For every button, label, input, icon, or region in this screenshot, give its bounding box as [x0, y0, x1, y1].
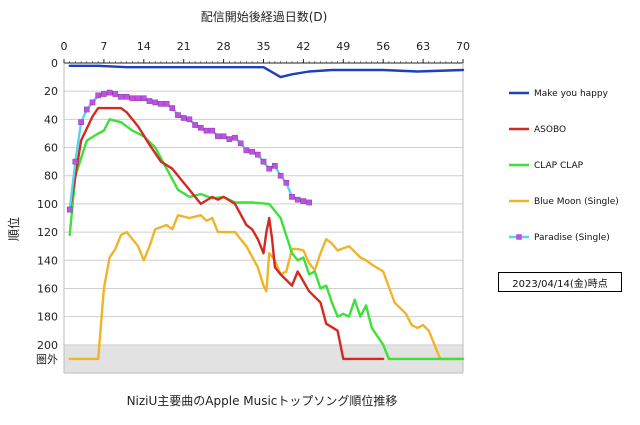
series-marker-4 — [123, 94, 130, 100]
series-marker-4 — [175, 112, 181, 118]
x-tick-label: 0 — [61, 40, 68, 53]
series-marker-4 — [72, 158, 79, 165]
series-marker-4 — [289, 194, 295, 200]
series-marker-4 — [249, 148, 255, 155]
series-marker-4 — [300, 198, 307, 204]
series-marker-4 — [135, 95, 141, 102]
chart-title: NiziU主要曲のApple Musicトップソング順位推移 — [127, 393, 398, 408]
series-marker-4 — [277, 172, 284, 179]
y-tick-label: 0 — [51, 57, 58, 70]
series-marker-4 — [112, 91, 119, 97]
series-marker-4 — [266, 165, 273, 172]
legend-marker-4 — [516, 234, 522, 240]
y-tick-label: 140 — [37, 254, 58, 267]
x-tick-label: 42 — [296, 40, 310, 53]
as-of-date-box: 2023/04/14(金)時点 — [498, 272, 622, 292]
legend-label-3: Blue Moon (Single) — [534, 197, 619, 207]
x-tick-label: 56 — [376, 40, 390, 53]
y-tick-label: 160 — [37, 282, 58, 295]
series-line-2 — [68, 118, 465, 361]
series-marker-4 — [306, 199, 312, 206]
series-marker-4 — [215, 133, 221, 140]
series-marker-4 — [158, 101, 164, 107]
x-axis-title: 配信開始後経過日数(D) — [201, 9, 328, 24]
series-line-4 — [68, 91, 311, 211]
x-tick-label: 63 — [416, 40, 430, 53]
y-tick-label: 40 — [44, 113, 58, 126]
series-marker-4 — [78, 119, 84, 125]
series-marker-4 — [209, 127, 216, 134]
series-marker-4 — [272, 163, 278, 169]
series-marker-4 — [192, 122, 198, 128]
y-axis-title: 順位 — [6, 217, 21, 241]
series-marker-4 — [95, 92, 101, 99]
series-marker-4 — [101, 91, 107, 97]
series-marker-4 — [294, 196, 301, 203]
series-marker-4 — [203, 127, 210, 134]
y-tick-label: 20 — [44, 85, 58, 98]
y-outside-label: 圏外 — [36, 353, 58, 366]
series-marker-4 — [197, 125, 204, 131]
x-tick-label: 28 — [217, 40, 231, 53]
series-line-1 — [68, 106, 385, 361]
legend-label-4: Paradise (Single) — [534, 233, 610, 243]
x-tick-label: 49 — [336, 40, 350, 53]
x-tick-label: 35 — [257, 40, 271, 53]
series-marker-4 — [283, 179, 290, 186]
y-tick-label: 180 — [37, 311, 58, 324]
series-marker-4 — [163, 101, 170, 107]
legend-label-0: Make you happy — [534, 89, 609, 99]
series-marker-4 — [254, 151, 261, 158]
series-marker-4 — [237, 140, 244, 147]
series-marker-4 — [260, 158, 267, 165]
series-line-0 — [68, 64, 465, 79]
series-marker-4 — [140, 95, 147, 102]
y-tick-label: 100 — [37, 198, 58, 211]
series-marker-4 — [106, 89, 113, 96]
x-tick-label: 7 — [100, 40, 107, 53]
series-marker-4 — [83, 106, 90, 113]
series-marker-4 — [180, 115, 187, 121]
y-tick-label: 80 — [44, 170, 58, 183]
x-tick-label: 14 — [137, 40, 151, 53]
series-marker-4 — [152, 99, 159, 106]
series-marker-4 — [226, 136, 233, 142]
series-marker-4 — [220, 133, 227, 140]
series-marker-4 — [89, 99, 96, 106]
y-tick-label: 200 — [37, 339, 58, 352]
x-tick-label: 21 — [177, 40, 191, 53]
series-marker-4 — [232, 134, 238, 141]
series-marker-4 — [186, 116, 193, 123]
series-marker-4 — [243, 147, 250, 154]
y-tick-label: 60 — [44, 142, 58, 155]
legend-label-2: CLAP CLAP — [534, 161, 584, 171]
series-marker-4 — [169, 105, 176, 111]
y-tick-label: 120 — [37, 226, 58, 239]
series-marker-4 — [118, 94, 124, 100]
legend: Make you happy ASOBO CLAP CLAP Blue Moon (S… — [509, 89, 619, 243]
x-tick-label: 70 — [456, 40, 470, 53]
series-marker-4 — [146, 98, 153, 104]
series-marker-4 — [129, 95, 136, 102]
series-marker-4 — [66, 206, 73, 213]
legend-label-1: ASOBO — [534, 125, 566, 135]
